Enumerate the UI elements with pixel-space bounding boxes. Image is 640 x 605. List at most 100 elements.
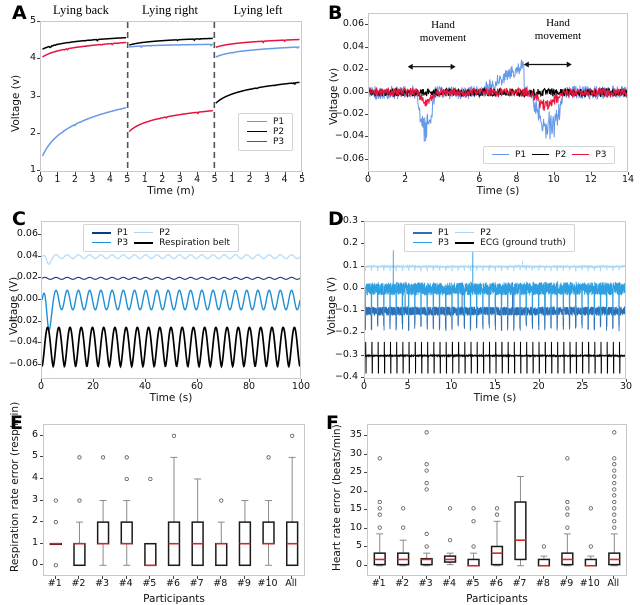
boxplot-ytick: 10 [349, 521, 362, 533]
tick-mark [125, 576, 127, 579]
panel-d-xtick: 10 [445, 381, 458, 392]
panel-e-xlabel: Participants [143, 593, 205, 605]
panel-d-ytick: −0.4 [334, 371, 358, 382]
boxplot-group [467, 506, 480, 567]
tick-mark [145, 379, 146, 382]
legend-label: P3 [595, 150, 607, 160]
tick-mark [93, 379, 94, 382]
tick-mark [179, 172, 181, 175]
tick-mark [364, 453, 367, 455]
panel-c-ytick: 0.02 [16, 271, 38, 283]
tick-mark [102, 576, 104, 579]
boxplot-xtick: #1 [47, 578, 62, 589]
boxplot-group [238, 500, 252, 567]
panel-a-xtick: 5 [298, 174, 306, 185]
tick-mark [40, 434, 43, 436]
panel-a-ytick: 1 [29, 164, 36, 175]
tick-mark [40, 172, 41, 175]
tick-mark [365, 91, 368, 93]
panel-a-xtick: 3 [89, 174, 96, 185]
boxplot-xtick: #9 [236, 578, 251, 589]
legend-row: P2 [244, 127, 287, 137]
tick-mark [267, 172, 269, 175]
tick-mark [496, 576, 497, 579]
legend-row: P1 P2 [410, 228, 569, 238]
panel-a: A Lying back Lying right Lying left Volt… [0, 0, 320, 200]
panel-a-ytick: 5 [29, 15, 36, 26]
panel-b-xlabel: Time (s) [476, 185, 520, 197]
boxplot-group [397, 506, 410, 567]
legend-row: P3 Respiration belt [89, 238, 233, 248]
panel-d-ytick: 0.3 [342, 215, 358, 226]
panel-b-ytick: −0.04 [334, 130, 364, 142]
annot-line2: movement [534, 29, 582, 42]
panel-d-xtick: 15 [488, 381, 502, 392]
legend-label: P2 [480, 228, 492, 238]
panel-e: E Respiration rate error (resp/min) Part… [0, 402, 320, 605]
legend-swatch-p3 [410, 238, 435, 248]
panel-a-letter: A [12, 2, 27, 24]
boxplot-group [73, 455, 86, 567]
legend-swatch-p3 [244, 137, 270, 147]
tick-mark [243, 576, 245, 579]
tick-mark [301, 379, 302, 382]
panel-c-xtick: 80 [242, 381, 256, 392]
tick-mark [291, 576, 293, 579]
panel-c: C Voltage (V) Time (s) −0.06 −0.04 −0.02 0.… [0, 200, 320, 405]
legend-label: P1 [117, 228, 129, 238]
panel-c-ytick: −0.06 [8, 358, 38, 369]
boxplot-xtick: #5 [465, 578, 480, 589]
boxplot-group [215, 498, 228, 567]
boxplot-ytick: 1 [31, 536, 38, 548]
boxplot-xtick: #9 [559, 578, 574, 589]
boxplot-xtick: #3 [418, 578, 433, 589]
tick-mark [361, 377, 364, 378]
panel-d-xtick: 5 [404, 381, 411, 392]
annot-line2: movement [419, 31, 467, 44]
panel-d: D Voltage (V) Time (s) −0.4 −0.3 −0.2 −0.1 0… [320, 200, 640, 405]
panel-f-canvas [373, 430, 621, 567]
tick-mark [442, 172, 444, 175]
tick-mark [590, 172, 592, 175]
boxplot-xtick: All [285, 578, 298, 589]
boxplot-xtick: #6 [488, 578, 503, 589]
tick-mark [78, 576, 80, 579]
tick-mark [378, 576, 380, 579]
boxplot-xtick: #7 [512, 578, 527, 589]
legend-swatch-p3 [569, 150, 592, 160]
legend-swatch-belt [131, 238, 156, 248]
panel-b-xtick: 10 [547, 174, 560, 185]
tick-mark [364, 546, 367, 548]
legend-label: P1 [273, 117, 285, 127]
legend-row: P1 P2 [89, 228, 233, 238]
panel-a-canvas [41, 22, 300, 171]
tick-mark [38, 277, 41, 279]
boxplot-group [490, 506, 504, 567]
tick-mark [364, 509, 367, 511]
tick-mark [37, 132, 40, 134]
panel-d-xtick: 20 [532, 381, 545, 392]
panel-d-xlabel: Time (s) [473, 392, 517, 404]
panel-f-ylabel: Heart rate error (beats/min) [331, 424, 343, 571]
panel-a-xtick: 5 [124, 174, 131, 185]
boxplot-ytick: 15 [349, 503, 362, 515]
panel-b-xtick: 8 [513, 174, 520, 185]
tick-mark [249, 172, 251, 175]
panel-f-xlabel: Participants [466, 593, 528, 605]
tick-mark [40, 521, 43, 523]
tick-mark [284, 172, 286, 175]
boxplot-group [49, 498, 63, 568]
panel-d-xtick: 0 [360, 381, 368, 392]
tick-mark [479, 172, 481, 175]
panel-d-ytick: −0.1 [334, 304, 358, 316]
boxplot-xtick: #2 [395, 578, 410, 589]
tick-mark [249, 379, 250, 382]
panel-f-plot-area [367, 424, 627, 576]
tick-mark [40, 477, 43, 479]
boxplot-group [96, 455, 110, 566]
panel-a-xtick: 4 [281, 174, 288, 185]
tick-mark [365, 136, 368, 138]
tick-mark [368, 172, 369, 175]
panel-a-segment-title-1: Lying right [142, 3, 198, 17]
tick-mark [613, 576, 615, 579]
